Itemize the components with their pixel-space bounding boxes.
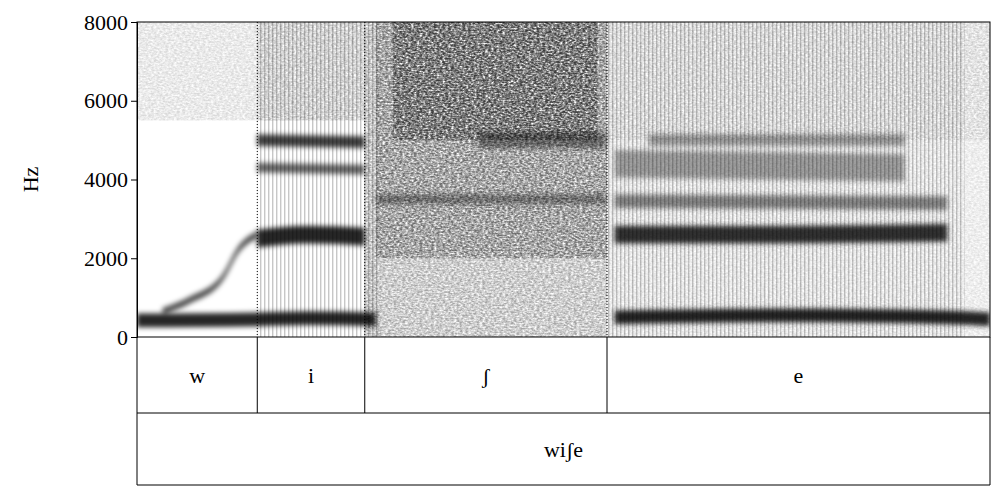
interval-label: e (794, 363, 804, 388)
chart-root: 02000400060008000Hzwiʃewiʃe (0, 0, 994, 487)
tier-border-bottom (137, 485, 990, 486)
formant-band (478, 132, 606, 148)
plot-frame (137, 22, 990, 337)
interval-label: w (189, 363, 205, 388)
segment-boundary-dotted (607, 22, 608, 337)
y-axis-line (131, 23, 138, 338)
interval-boundary (364, 337, 365, 413)
formant-band (376, 194, 606, 204)
noise-region (393, 22, 598, 140)
y-tick-label: 2000 (84, 246, 128, 271)
segment-boundary-dotted (257, 22, 258, 337)
interval-boundary (137, 413, 138, 485)
voicing-striation (257, 22, 380, 337)
annotation-tier: wiʃe (137, 413, 990, 485)
y-tick: 4000 (84, 167, 137, 192)
y-tick: 0 (117, 325, 137, 350)
interval-boundary (990, 413, 991, 485)
y-tick-mark (131, 22, 137, 23)
voicing-striation (607, 22, 964, 337)
interval-label: i (308, 363, 314, 388)
interval-boundary (257, 337, 258, 413)
spectrogram-area (137, 22, 990, 337)
segment-boundary-dotted (364, 22, 365, 337)
y-tick-label: 0 (117, 325, 128, 350)
y-tick: 2000 (84, 246, 137, 271)
noise-region (376, 22, 607, 258)
y-tick-mark (131, 337, 137, 338)
y-tick-label: 8000 (84, 10, 128, 35)
y-tick-mark (131, 258, 137, 259)
interval-label: wiʃe (544, 437, 583, 462)
y-tick-label: 4000 (84, 167, 128, 192)
y-tick-mark (131, 101, 137, 102)
y-tick-label: 6000 (84, 88, 128, 113)
interval-label: ʃ (481, 363, 490, 388)
y-tick-mark (131, 180, 137, 181)
noise-region (137, 22, 257, 120)
y-tick: 6000 (84, 88, 137, 113)
annotation-tier: wiʃe (137, 337, 990, 413)
plot-background (137, 22, 990, 337)
interval-boundary (137, 337, 138, 413)
y-axis: 0 2000 4000 6000 8000 (84, 10, 138, 350)
y-tick: 8000 (84, 10, 137, 35)
y-axis-title: Hz (18, 166, 43, 192)
tier-border-bottom (137, 413, 990, 414)
formant-band (163, 231, 258, 315)
interval-boundary (990, 337, 991, 413)
noise-region (365, 22, 607, 337)
interval-boundary (607, 337, 608, 413)
